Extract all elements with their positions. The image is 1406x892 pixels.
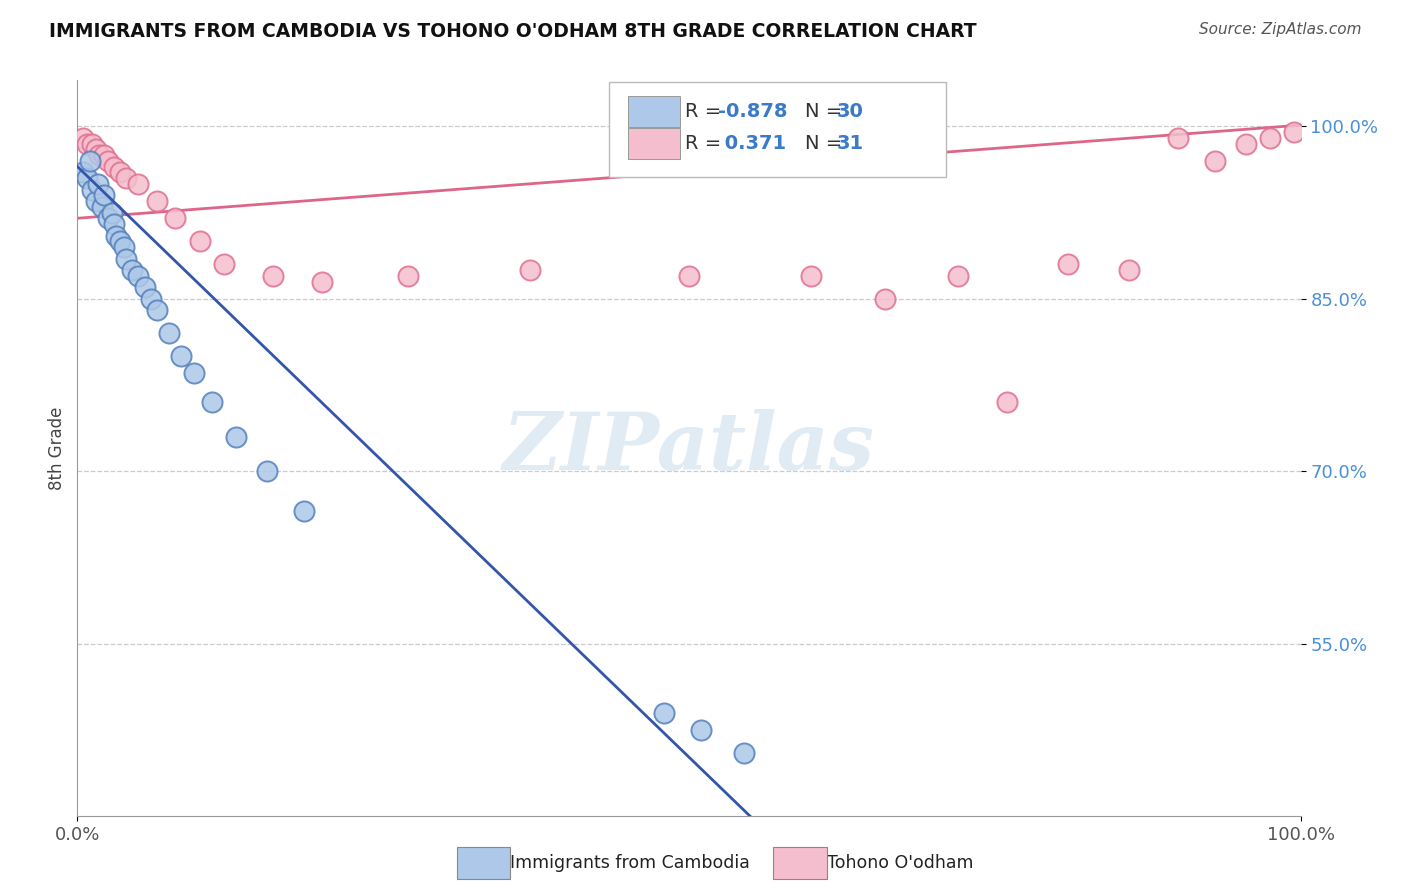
Text: N =: N = (806, 134, 849, 153)
Point (93, 148, 115, 162)
Text: N =: N = (806, 102, 849, 120)
Point (139, 292, 162, 306)
Point (72, 165, 94, 179)
Point (89, 148, 111, 162)
Point (108, 234, 131, 248)
Point (946, 268, 969, 283)
Point (292, 504, 315, 518)
Text: 31: 31 (837, 134, 865, 153)
Point (84, 142, 107, 156)
Point (188, 234, 211, 248)
Point (800, 268, 823, 283)
Point (80, 182, 103, 196)
Point (112, 240, 135, 254)
Point (97, 153, 120, 168)
Point (72, 130, 94, 145)
Point (201, 395, 224, 409)
Point (256, 464, 278, 478)
Point (212, 257, 235, 271)
Point (100, 205, 122, 219)
Point (93, 188, 115, 202)
Text: R =: R = (685, 102, 728, 120)
Text: Tohono O'odham: Tohono O'odham (827, 854, 973, 871)
Point (1204, 153, 1226, 168)
Point (115, 252, 138, 266)
FancyBboxPatch shape (609, 82, 946, 178)
Point (1118, 263, 1140, 277)
Text: ZIPatlas: ZIPatlas (503, 409, 875, 487)
Text: 30: 30 (837, 102, 863, 120)
Point (146, 194, 169, 208)
Point (76, 136, 98, 151)
Text: Immigrants from Cambodia: Immigrants from Cambodia (510, 854, 751, 871)
Y-axis label: 8th Grade: 8th Grade (48, 407, 66, 490)
Point (1234, 136, 1257, 151)
Point (146, 303, 169, 318)
Point (87, 177, 110, 191)
Point (678, 268, 700, 283)
Text: R =: R = (685, 134, 728, 153)
Point (1284, 125, 1306, 139)
Point (733, 746, 755, 760)
Point (225, 430, 247, 444)
Point (76, 171, 98, 186)
Point (105, 228, 128, 243)
Point (995, 395, 1018, 409)
Text: Source: ZipAtlas.com: Source: ZipAtlas.com (1198, 22, 1361, 37)
Point (873, 292, 896, 306)
Point (183, 367, 205, 381)
Point (1057, 257, 1080, 271)
Point (79, 153, 101, 168)
Point (157, 326, 180, 341)
FancyBboxPatch shape (628, 95, 681, 127)
Point (165, 211, 187, 226)
Point (121, 263, 143, 277)
Point (134, 280, 156, 294)
Text: -0.878: -0.878 (718, 102, 787, 120)
Point (1258, 130, 1281, 145)
Point (103, 217, 125, 231)
Point (1167, 130, 1189, 145)
FancyBboxPatch shape (628, 128, 681, 159)
Point (103, 160, 125, 174)
Point (311, 275, 333, 289)
Point (80, 136, 103, 151)
Point (108, 165, 131, 179)
Text: 0.371: 0.371 (718, 134, 786, 153)
Point (690, 723, 713, 737)
Point (654, 706, 676, 720)
Point (115, 171, 138, 186)
Point (396, 268, 419, 283)
Point (97, 211, 120, 226)
Point (90, 200, 112, 214)
Point (519, 263, 541, 277)
Text: IMMIGRANTS FROM CAMBODIA VS TOHONO O'ODHAM 8TH GRADE CORRELATION CHART: IMMIGRANTS FROM CAMBODIA VS TOHONO O'ODH… (49, 22, 977, 41)
Point (127, 268, 149, 283)
Point (84, 194, 107, 208)
Point (127, 177, 149, 191)
Point (262, 268, 284, 283)
Point (170, 349, 193, 363)
